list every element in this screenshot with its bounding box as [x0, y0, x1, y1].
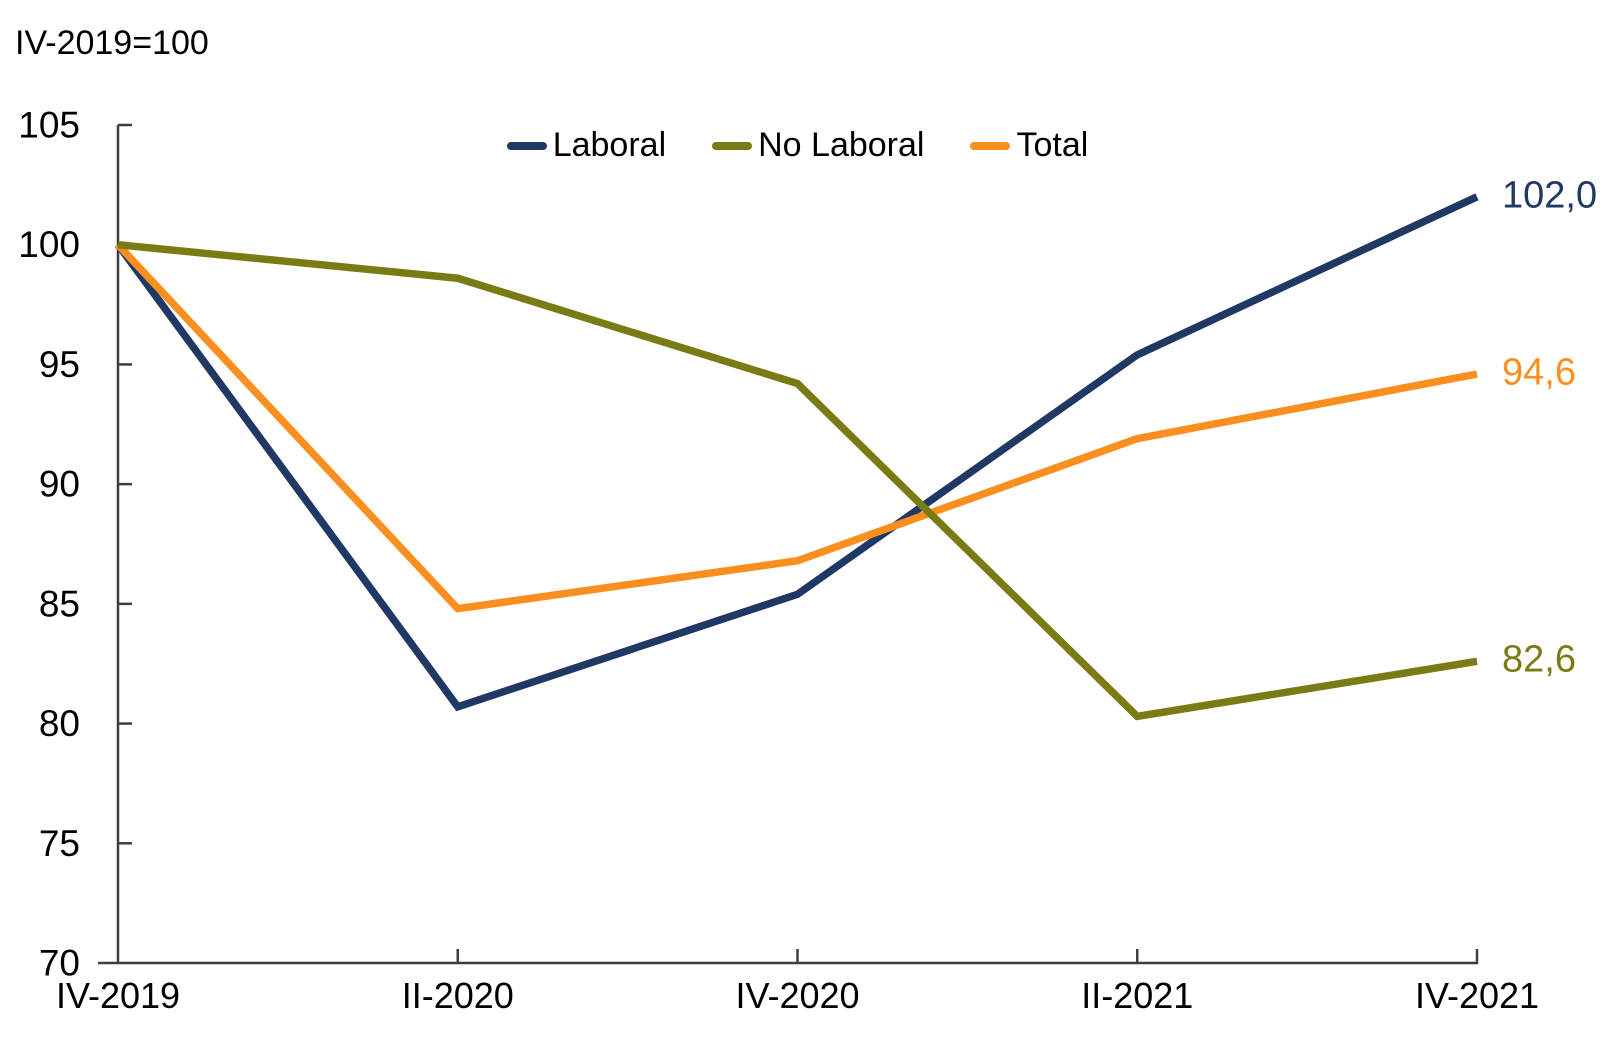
- end-value-label-no-laboral: 82,6: [1502, 638, 1576, 681]
- legend-item-no-laboral: No Laboral: [712, 126, 924, 165]
- legend-item-laboral: Laboral: [506, 126, 667, 165]
- x-tick-label: II-2021: [1081, 975, 1193, 1016]
- axes: [98, 125, 1479, 965]
- y-tick-label: 95: [39, 344, 80, 385]
- y-tick-label: 105: [18, 105, 80, 146]
- index-base-note: IV-2019=100: [15, 24, 209, 62]
- series-line-no-laboral: [117, 240, 1478, 721]
- y-tick-label: 90: [39, 464, 80, 505]
- series-line-laboral: [114, 193, 1479, 712]
- x-tick-label: IV-2020: [735, 975, 859, 1016]
- legend: Laboral No Laboral Total: [118, 126, 1477, 165]
- y-tick-label: 80: [39, 703, 80, 744]
- legend-label-total: Total: [1016, 126, 1089, 164]
- x-tick-label: II-2020: [402, 975, 514, 1016]
- legend-swatch-no-laboral: [712, 141, 753, 150]
- legend-label-laboral: Laboral: [552, 126, 667, 164]
- y-tick-label: 85: [39, 583, 80, 624]
- y-tick-label: 70: [39, 943, 80, 984]
- legend-item-total: Total: [970, 126, 1088, 165]
- legend-swatch-total: [970, 141, 1011, 150]
- end-value-label-laboral: 102,0: [1502, 174, 1598, 217]
- legend-swatch-laboral: [506, 141, 547, 150]
- y-tick-label: 100: [18, 224, 80, 265]
- series-line-total: [115, 242, 1478, 613]
- x-tick-label: IV-2019: [56, 975, 180, 1016]
- y-tick-label: 75: [39, 823, 80, 864]
- end-value-label-total: 94,6: [1502, 351, 1576, 394]
- x-tick-label: IV-2021: [1415, 975, 1539, 1016]
- legend-label-no-laboral: No Laboral: [758, 126, 925, 164]
